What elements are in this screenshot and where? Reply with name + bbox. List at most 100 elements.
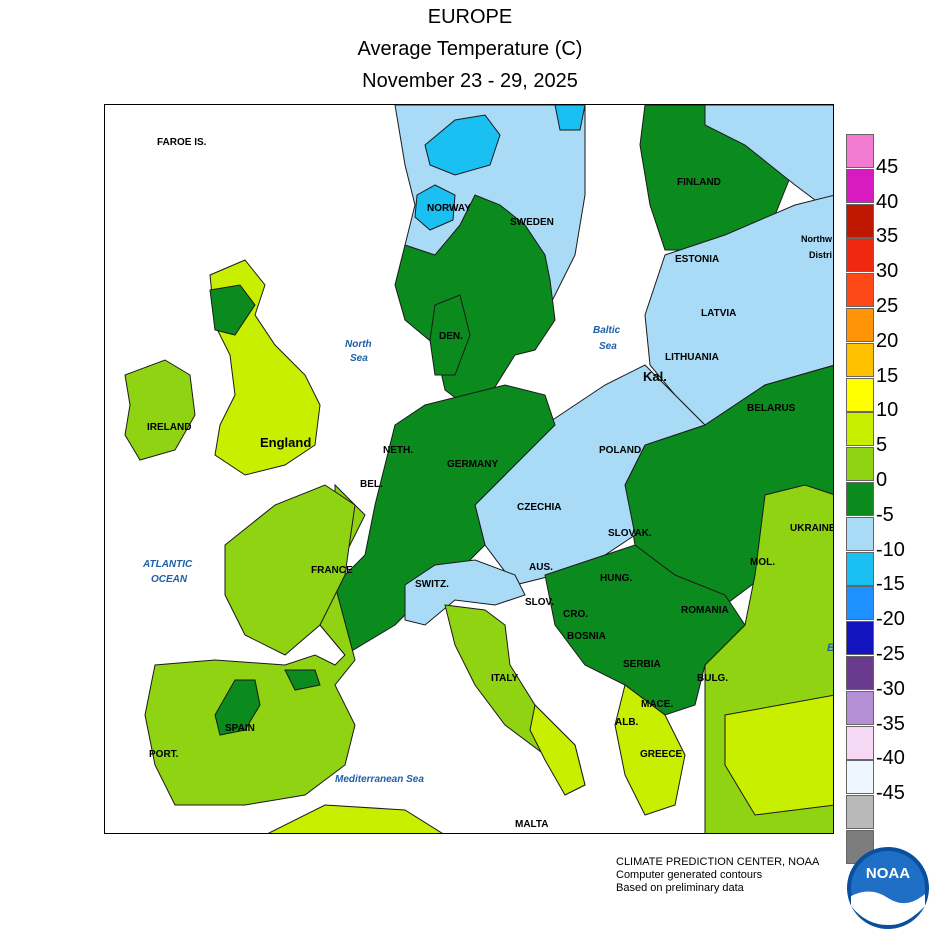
alps-cold-pocket [404,559,526,626]
italy-south-warm [529,703,586,796]
legend-label: 45 [876,155,899,178]
noaa-logo: NOAA [847,847,929,929]
map-subtitle: Average Temperature (C) [357,38,583,60]
denmark-region [429,294,471,376]
norway-very-cold-pocket [424,114,501,176]
label-germany: GERMANY [447,459,498,470]
label-ukraine: UKRAINE [790,523,834,534]
label-north-sea: North [345,339,372,350]
label-austria: AUS. [529,562,553,573]
turkey-region [724,694,833,816]
label-finland: FINLAND [677,177,721,188]
africa-north-region [267,804,443,833]
label-belarus: BELARUS [747,403,796,414]
label-latvia: LATVIA [701,308,736,319]
legend-swatch [846,621,874,656]
legend-label: -25 [876,643,905,665]
legend-swatch [846,690,874,725]
legend-swatch [846,516,874,551]
legend-swatch [846,795,874,830]
label-czechia: CZECHIA [517,502,561,513]
legend-swatch [846,134,874,168]
norway-very-cold-pocket-2 [414,184,456,231]
credit-method: Computer generated contours [616,869,763,881]
legend-label: 25 [876,295,899,317]
scotland-mild-region [209,284,256,336]
label-denmark: DEN. [439,331,463,342]
label-northwest-district: Northw [801,234,833,244]
label-netherlands: NETH. [383,445,413,456]
label-kaliningrad: Kal. [643,369,667,384]
label-malta: MALTA [515,819,549,830]
legend-label: -45 [876,782,905,805]
legend-swatch [846,412,874,447]
legend-label: 5 [876,434,888,457]
legend-label: -15 [876,573,905,596]
label-poland: POLAND [599,445,641,456]
credit-agency: CLIMATE PREDICTION CENTER, NOAA [616,856,820,868]
legend-label: 20 [876,329,899,352]
france-west-region [224,484,356,656]
map-title: EUROPE [427,6,513,28]
label-estonia: ESTONIA [675,254,719,265]
label-romania: ROMANIA [681,605,729,616]
credits: CLIMATE PREDICTION CENTER, NOAA Computer… [616,856,819,895]
legend-label: -10 [876,538,905,561]
ireland-region [124,359,196,461]
label-croatia: CRO. [563,609,588,620]
legend-swatch [846,656,874,690]
label-macedonia: MACE. [641,699,673,710]
temperature-map: FAROE IS. NORWAY SWEDEN FINLAND ESTONIA … [104,104,834,834]
temperature-legend [846,134,874,865]
spain-mild-pocket [214,679,261,736]
legend-swatch [846,238,874,273]
label-england: England [260,435,311,450]
legend-swatch [846,551,874,586]
label-lithuania: LITHUANIA [665,352,719,363]
legend-label: 35 [876,225,899,248]
balkans-mild-region [544,544,746,716]
label-black-sea-edge: B [827,642,834,654]
legend-swatch [846,377,874,412]
legend-swatch [846,168,874,203]
credit-note: Based on preliminary data [616,882,744,894]
legend-swatch [846,586,874,621]
label-atlantic-ocean-2: OCEAN [151,574,188,585]
legend-label: 30 [876,260,899,283]
label-atlantic-ocean: ATLANTIC [142,559,193,570]
label-bulgaria: BULG. [697,673,728,684]
label-ireland: IRELAND [147,422,191,433]
label-albania: ALB. [615,717,639,728]
legend-swatch [846,273,874,308]
map-canvas: FAROE IS. NORWAY SWEDEN FINLAND ESTONIA … [105,105,834,833]
legend-swatch [846,447,874,482]
legend-label: -40 [876,747,905,770]
label-serbia: SERBIA [623,659,661,670]
noaa-logo-text: NOAA [866,865,910,882]
legend-label: -20 [876,608,905,631]
northeast-cold-region [704,105,833,215]
label-mediterranean-sea: Mediterranean Sea [335,774,424,785]
legend-swatch [846,342,874,377]
north-cold-pocket [554,105,586,131]
legend-label: 0 [876,469,888,491]
label-north-sea-2: Sea [350,353,368,364]
label-france: FRANCE [311,565,353,576]
label-hungary: HUNG. [600,573,632,584]
label-spain: SPAIN [225,723,255,734]
label-slovakia: SLOVAK. [608,528,652,539]
label-faroe: FAROE IS. [157,137,207,148]
label-sweden: SWEDEN [510,217,554,228]
legend-label: 15 [876,364,899,387]
label-portugal: PORT. [149,749,179,760]
legend-label: -5 [876,503,894,526]
legend-label: 10 [876,399,899,422]
label-switzerland: SWITZ. [415,579,449,590]
label-baltic-sea: Baltic [593,325,621,336]
label-bosnia: BOSNIA [567,631,606,642]
label-slovenia: SLOV. [525,597,554,608]
legend-swatch [846,760,874,795]
france-iberia-region [144,483,366,806]
legend-swatch [846,308,874,342]
legend-label: 40 [876,190,899,213]
